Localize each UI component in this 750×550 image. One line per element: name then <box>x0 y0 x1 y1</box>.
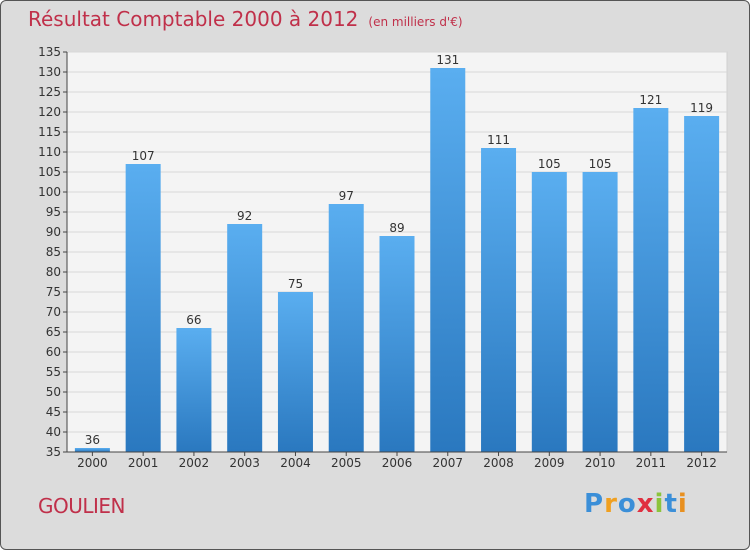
y-tick-label: 70 <box>46 305 61 319</box>
data-label: 119 <box>690 101 713 115</box>
x-tick-label: 2007 <box>432 456 463 470</box>
bar-2002 <box>176 328 212 452</box>
x-tick-label: 2001 <box>128 456 159 470</box>
bar-2008 <box>481 148 517 452</box>
x-tick-label: 2008 <box>483 456 514 470</box>
x-tick-label: 2009 <box>534 456 565 470</box>
proxiti-logo: Proxiti <box>584 489 688 519</box>
bar-2001 <box>125 164 161 452</box>
logo-letter: r <box>604 489 618 519</box>
y-tick-label: 110 <box>38 145 61 159</box>
x-tick-label: 2003 <box>229 456 260 470</box>
y-tick-label: 75 <box>46 285 61 299</box>
data-label: 36 <box>85 433 100 447</box>
logo-letter: x <box>636 489 655 519</box>
y-tick-label: 40 <box>46 425 61 439</box>
data-label: 107 <box>132 149 155 163</box>
y-tick-label: 35 <box>46 445 61 459</box>
data-label: 92 <box>237 209 252 223</box>
bar-2003 <box>227 224 263 452</box>
x-tick-label: 2004 <box>280 456 311 470</box>
data-label: 66 <box>186 313 201 327</box>
y-tick-label: 90 <box>46 225 61 239</box>
data-label: 131 <box>436 53 459 67</box>
y-tick-label: 50 <box>46 385 61 399</box>
bar-2009 <box>531 172 567 452</box>
logo-letter: o <box>617 489 637 519</box>
data-label: 111 <box>487 133 510 147</box>
bar-2005 <box>328 204 364 452</box>
y-tick-label: 95 <box>46 205 61 219</box>
y-tick-label: 115 <box>38 125 61 139</box>
bar-2000 <box>74 448 110 452</box>
y-tick-label: 130 <box>38 65 61 79</box>
y-tick-label: 60 <box>46 345 61 359</box>
x-tick-label: 2005 <box>331 456 362 470</box>
logo-letter: i <box>654 489 665 519</box>
x-tick-label: 2011 <box>636 456 667 470</box>
logo-letter: P <box>584 489 605 519</box>
chart-title-text: Résultat Comptable 2000 à 2012 <box>28 7 359 31</box>
x-tick-label: 2000 <box>77 456 108 470</box>
x-tick-label: 2012 <box>686 456 717 470</box>
logo-letter: t <box>664 489 678 519</box>
y-tick-label: 55 <box>46 365 61 379</box>
x-tick-label: 2010 <box>585 456 616 470</box>
y-tick-label: 65 <box>46 325 61 339</box>
data-label: 97 <box>339 189 354 203</box>
bar-2007 <box>430 68 466 452</box>
data-label: 89 <box>389 221 404 235</box>
chart-subtitle: (en milliers d'€) <box>368 15 463 29</box>
y-tick-label: 105 <box>38 165 61 179</box>
bar-2011 <box>633 108 669 452</box>
y-tick-label: 125 <box>38 85 61 99</box>
data-label: 121 <box>639 93 662 107</box>
x-tick-label: 2002 <box>179 456 210 470</box>
bar-2004 <box>277 292 313 452</box>
y-tick-label: 45 <box>46 405 61 419</box>
data-label: 105 <box>538 157 561 171</box>
place-name: GOULIEN <box>38 494 126 518</box>
bar-2006 <box>379 236 415 452</box>
y-tick-label: 85 <box>46 245 61 259</box>
y-tick-label: 100 <box>38 185 61 199</box>
data-label: 75 <box>288 277 303 291</box>
data-label: 105 <box>589 157 612 171</box>
y-tick-label: 120 <box>38 105 61 119</box>
x-tick-label: 2006 <box>382 456 413 470</box>
bar-2010 <box>582 172 618 452</box>
logo-letter: i <box>677 489 688 519</box>
chart-title: Résultat Comptable 2000 à 2012 (en millie… <box>28 7 463 31</box>
y-tick-label: 80 <box>46 265 61 279</box>
y-tick-label: 135 <box>38 45 61 59</box>
bar-2012 <box>684 116 720 452</box>
